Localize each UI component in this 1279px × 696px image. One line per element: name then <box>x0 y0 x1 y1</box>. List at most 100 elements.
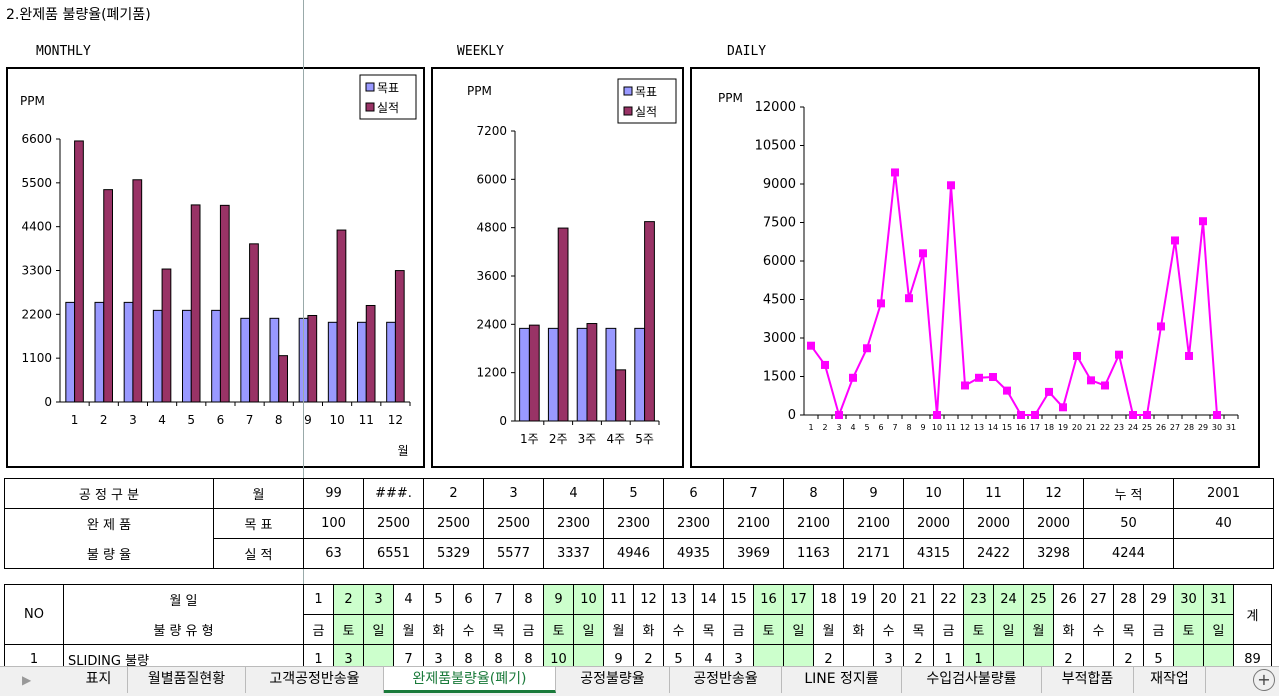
weekday-header[interactable]: 월 <box>603 614 634 645</box>
header-month-col[interactable]: ###. <box>363 478 424 509</box>
actual-cell[interactable]: 5577 <box>483 538 544 569</box>
add-sheet-icon[interactable]: + <box>1253 669 1275 691</box>
sheet-tab[interactable]: 월별품질현황 <box>128 667 246 693</box>
day-header[interactable]: 3 <box>363 584 394 615</box>
header-month-col[interactable]: 3 <box>483 478 544 509</box>
day-header[interactable]: 15 <box>723 584 754 615</box>
actual-cell[interactable]: 63 <box>303 538 364 569</box>
day-header[interactable]: 23 <box>963 584 994 615</box>
weekday-header[interactable]: 토 <box>963 614 994 645</box>
weekday-header[interactable]: 토 <box>333 614 364 645</box>
header-cumulative[interactable]: 누 적 <box>1083 478 1174 509</box>
day-header[interactable]: 28 <box>1113 584 1144 615</box>
weekday-header[interactable]: 월 <box>813 614 844 645</box>
actual-cell-2001[interactable] <box>1173 538 1274 569</box>
target-cell[interactable]: 2100 <box>723 508 784 539</box>
target-cell[interactable]: 2000 <box>1023 508 1084 539</box>
header-year-2001[interactable]: 2001 <box>1173 478 1274 509</box>
target-cell[interactable]: 2300 <box>543 508 604 539</box>
weekday-header[interactable]: 월 <box>1023 614 1054 645</box>
day-header[interactable]: 13 <box>663 584 694 615</box>
weekday-header[interactable]: 수 <box>663 614 694 645</box>
actual-cell[interactable]: 2171 <box>843 538 904 569</box>
weekday-header[interactable]: 토 <box>1173 614 1204 645</box>
row-label-product[interactable]: 완 제 품 <box>4 508 214 539</box>
weekday-header[interactable]: 일 <box>363 614 394 645</box>
target-label[interactable]: 목 표 <box>213 508 304 539</box>
weekday-header[interactable]: 토 <box>753 614 784 645</box>
weekday-header[interactable]: 금 <box>723 614 754 645</box>
day-header[interactable]: 24 <box>993 584 1024 615</box>
day-header[interactable]: 27 <box>1083 584 1114 615</box>
weekday-header[interactable]: 화 <box>423 614 454 645</box>
target-cell[interactable]: 2500 <box>483 508 544 539</box>
actual-cell[interactable]: 1163 <box>783 538 844 569</box>
actual-cell-cumulative[interactable]: 4244 <box>1083 538 1174 569</box>
day-header[interactable]: 16 <box>753 584 784 615</box>
day-header[interactable]: 10 <box>573 584 604 615</box>
weekday-header[interactable]: 수 <box>453 614 484 645</box>
day-header[interactable]: 31 <box>1203 584 1234 615</box>
weekday-header[interactable]: 화 <box>633 614 664 645</box>
target-cell[interactable]: 2000 <box>903 508 964 539</box>
header-month-label[interactable]: 월 <box>213 478 304 509</box>
weekday-header[interactable]: 수 <box>1083 614 1114 645</box>
row-label-defect-rate[interactable]: 불 량 율 <box>4 538 214 569</box>
target-cell-cumulative[interactable]: 50 <box>1083 508 1174 539</box>
target-cell[interactable]: 2300 <box>603 508 664 539</box>
header-process-label[interactable]: 공 정 구 분 <box>4 478 214 509</box>
actual-cell[interactable]: 3969 <box>723 538 784 569</box>
header-month-col[interactable]: 4 <box>543 478 604 509</box>
day-header[interactable]: 14 <box>693 584 724 615</box>
header-month-col[interactable]: 10 <box>903 478 964 509</box>
day-header[interactable]: 7 <box>483 584 514 615</box>
tab-scroll-left-icon[interactable]: ▶ <box>22 673 32 687</box>
target-cell[interactable]: 2500 <box>423 508 484 539</box>
day-header[interactable]: 2 <box>333 584 364 615</box>
month-day-header[interactable]: 월 일 <box>63 584 304 615</box>
weekday-header[interactable]: 금 <box>513 614 544 645</box>
actual-cell[interactable]: 4935 <box>663 538 724 569</box>
day-header[interactable]: 20 <box>873 584 904 615</box>
day-header[interactable]: 12 <box>633 584 664 615</box>
weekday-header[interactable]: 금 <box>1143 614 1174 645</box>
actual-cell[interactable]: 3337 <box>543 538 604 569</box>
header-month-col[interactable]: 6 <box>663 478 724 509</box>
monthly-chart[interactable]: 0 1100 2200 3300 4400 5500 6600 PPM 1 2 3 4 5 6 7 8 9 10 1… <box>6 67 425 468</box>
weekday-header[interactable]: 금 <box>933 614 964 645</box>
day-header[interactable]: 11 <box>603 584 634 615</box>
weekday-header[interactable]: 화 <box>1053 614 1084 645</box>
sheet-tab[interactable]: 재작업 <box>1134 667 1206 693</box>
target-cell[interactable]: 2100 <box>783 508 844 539</box>
target-cell-2001[interactable]: 40 <box>1173 508 1274 539</box>
weekday-header[interactable]: 토 <box>543 614 574 645</box>
actual-cell[interactable]: 2422 <box>963 538 1024 569</box>
sheet-tab[interactable]: 공정반송율 <box>670 667 782 693</box>
target-cell[interactable]: 2000 <box>963 508 1024 539</box>
sheet-tab[interactable]: 고객공정반송율 <box>246 667 384 693</box>
sheet-tab[interactable]: 공정불량율 <box>556 667 670 693</box>
target-cell[interactable]: 2500 <box>363 508 424 539</box>
target-cell[interactable]: 2100 <box>843 508 904 539</box>
sheet-tab[interactable]: LINE 정지률 <box>782 667 902 693</box>
header-month-col[interactable]: 12 <box>1023 478 1084 509</box>
actual-label[interactable]: 실 적 <box>213 538 304 569</box>
target-cell[interactable]: 100 <box>303 508 364 539</box>
sheet-tab[interactable]: 부적합품 <box>1042 667 1134 693</box>
day-header[interactable]: 26 <box>1053 584 1084 615</box>
header-month-col[interactable]: 8 <box>783 478 844 509</box>
weekday-header[interactable]: 수 <box>873 614 904 645</box>
total-header[interactable]: 계 <box>1233 584 1272 645</box>
weekday-header[interactable]: 목 <box>483 614 514 645</box>
no-header[interactable]: NO <box>4 584 64 645</box>
header-year-col[interactable]: 99 <box>303 478 364 509</box>
day-header[interactable]: 9 <box>543 584 574 615</box>
day-header[interactable]: 6 <box>453 584 484 615</box>
actual-cell[interactable]: 4315 <box>903 538 964 569</box>
weekday-header[interactable]: 월 <box>393 614 424 645</box>
actual-cell[interactable]: 3298 <box>1023 538 1084 569</box>
target-cell[interactable]: 2300 <box>663 508 724 539</box>
header-month-col[interactable]: 11 <box>963 478 1024 509</box>
header-month-col[interactable]: 2 <box>423 478 484 509</box>
header-month-col[interactable]: 9 <box>843 478 904 509</box>
